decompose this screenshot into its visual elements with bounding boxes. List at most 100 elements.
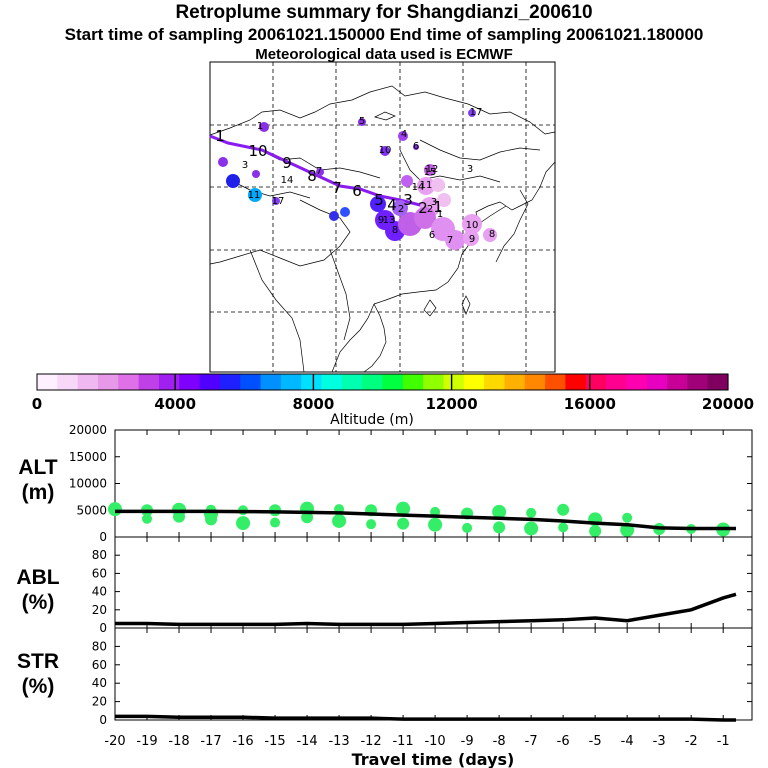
x-axis-label: Travel time (days)	[352, 750, 515, 768]
alt-series-line	[115, 509, 736, 531]
alt-panel-title: ALT	[18, 456, 58, 479]
alt-scatter-point	[332, 513, 347, 528]
alt-scatter-point	[205, 513, 218, 526]
plume-label: 11	[248, 190, 261, 201]
plume-label: 13	[383, 215, 396, 226]
x-tick-label: -9	[461, 734, 474, 749]
colorbar-cell	[57, 374, 79, 390]
plume-label: 11	[420, 180, 433, 191]
plume-label: 10	[379, 145, 392, 156]
colorbar-cell	[443, 374, 465, 390]
colorbar-cell	[667, 374, 688, 390]
str-panel-unit: (%)	[21, 675, 55, 698]
colorbar-cell	[504, 374, 526, 390]
colorbar-tick-label: 4000	[154, 395, 196, 413]
plume-label: 6	[413, 141, 419, 152]
alt-scatter-point	[396, 501, 411, 516]
colorbar-cell	[219, 374, 241, 390]
x-tick-label: -6	[557, 734, 570, 749]
colorbar-cell	[606, 374, 627, 390]
plume-label: 7	[316, 166, 322, 177]
colorbar-cell	[179, 374, 201, 390]
x-tick-label: -13	[328, 734, 349, 749]
trajectory-label: 4	[387, 196, 397, 214]
plume-label: 3	[431, 197, 437, 208]
colorbar-cell	[97, 374, 119, 390]
plume-label: 17	[272, 196, 285, 207]
x-tick-label: -14	[296, 734, 317, 749]
colorbar-cell	[402, 374, 424, 390]
alt-scatter-point	[366, 519, 377, 530]
x-axis: -20 -19 -18 -17 -16 -15 -14 -13 -12 -11 -10 -9 -8 -7 -…	[104, 734, 729, 768]
alt-scatter-point	[589, 525, 602, 538]
x-tick-label: -20	[104, 734, 125, 749]
alt-ytick-label: 10000	[69, 477, 107, 491]
x-tick-label: -15	[264, 734, 285, 749]
trajectory-label: 1	[215, 127, 225, 145]
colorbar-cell	[321, 374, 343, 390]
plume-label: 5	[359, 116, 365, 127]
met-data-line: Meteorological data used is ECMWF	[255, 46, 513, 63]
trajectory-label: 2	[418, 199, 428, 217]
plume-label: 7	[447, 235, 453, 246]
str-ytick-label: 20	[92, 695, 107, 709]
abl-panel-unit: (%)	[21, 591, 55, 614]
alt-scatter-point	[493, 521, 506, 534]
plume-label: 2	[427, 204, 433, 215]
colorbar-label: Altitude (m)	[330, 412, 414, 428]
abl-ytick-label: 40	[92, 585, 107, 599]
str-ytick-label: 80	[92, 639, 107, 653]
alt-ytick-label: 5000	[76, 503, 107, 517]
trajectory-label: 7	[332, 179, 342, 197]
plume-label: 6	[429, 230, 435, 241]
str-ytick-label: 0	[99, 713, 107, 727]
trajectory-label: 1	[433, 198, 443, 216]
colorbar-cell	[646, 374, 668, 390]
alt-scatter-point	[428, 517, 443, 532]
colorbar-cell	[240, 374, 262, 390]
plume-label: 2	[398, 204, 404, 215]
alt-scatter-point	[492, 504, 507, 519]
alt-scatter-point	[524, 521, 539, 536]
x-tick-label: -3	[653, 734, 666, 749]
colorbar-tick-label: 16000	[564, 395, 616, 413]
abl-ytick-label: 60	[92, 566, 107, 580]
colorbar-cell	[158, 374, 180, 390]
colorbar-cell	[463, 374, 485, 390]
alt-ytick-label: 0	[99, 530, 107, 544]
alt-ytick-label: 15000	[69, 450, 107, 464]
alt-scatter-point	[526, 507, 537, 518]
alt-scatter-point	[108, 502, 122, 517]
colorbar-cell	[687, 374, 709, 390]
trajectory-label: 6	[352, 182, 362, 200]
plume-label: 1	[257, 121, 263, 132]
trajectory-label: 10	[248, 142, 267, 160]
alt-scatter-point	[142, 513, 153, 524]
x-tick-label: -19	[136, 734, 157, 749]
colorbar-cell	[138, 374, 160, 390]
alt-scatter-point	[173, 510, 186, 523]
abl-panel-title: ABL	[16, 566, 60, 589]
plume-label: 8	[489, 229, 495, 240]
colorbar-tick-label: 0	[32, 395, 42, 413]
colorbar-cell	[260, 374, 282, 390]
x-tick-label: -12	[360, 734, 381, 749]
abl-panel: 0 20 40 60 80	[92, 536, 753, 635]
colorbar-tick-label: 12000	[426, 395, 478, 413]
plume-label: 3	[242, 160, 248, 171]
colorbar-tick-label: 8000	[293, 395, 335, 413]
alt-ytick-label: 20000	[69, 423, 107, 437]
plume-dots	[218, 109, 497, 250]
colorbar-cell	[37, 374, 58, 390]
plume-label: 14	[412, 182, 425, 193]
plume-label: 15	[424, 167, 437, 178]
alt-scatter-point	[622, 512, 633, 523]
alt-scatter-point	[301, 511, 314, 524]
alt-scatter-point	[462, 522, 473, 533]
alt-scatter-point	[397, 517, 410, 530]
alt-scatter-point	[270, 517, 281, 528]
colorbar-cell	[77, 374, 99, 390]
trajectory-label: 5	[374, 191, 384, 209]
plume-label: 8	[392, 225, 398, 236]
